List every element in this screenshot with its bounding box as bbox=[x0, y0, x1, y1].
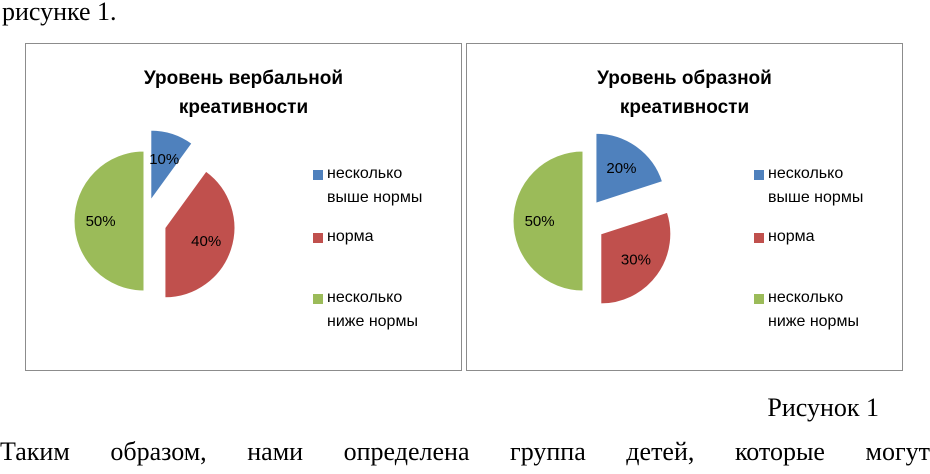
pie-data-label: 20% bbox=[606, 160, 636, 177]
legend-swatch-green bbox=[754, 294, 764, 304]
legend-label: норма bbox=[768, 225, 815, 249]
legend-label-line: норма bbox=[768, 228, 815, 245]
chart-title-line-1: Уровень вербальной bbox=[143, 68, 344, 89]
pie-slice bbox=[600, 211, 672, 305]
pie-data-label: 30% bbox=[621, 251, 651, 268]
preceding-text: рисунке 1. bbox=[2, 0, 117, 26]
legend-label-line: несколько bbox=[327, 165, 403, 182]
legend-swatch-blue bbox=[313, 170, 323, 180]
pie-slice bbox=[150, 129, 193, 202]
legend-label-line: выше нормы bbox=[768, 189, 864, 206]
legend-label: несколько выше нормы bbox=[327, 162, 422, 210]
pie-data-label: 10% bbox=[149, 151, 179, 168]
legend-swatch-green bbox=[313, 294, 323, 304]
legend-label-line: ниже нормы bbox=[768, 313, 859, 330]
figure-caption: Рисунок 1 bbox=[767, 393, 879, 422]
legend-swatch-red bbox=[313, 233, 323, 243]
legend-label-line: несколько bbox=[768, 165, 844, 182]
pie-slice bbox=[512, 150, 584, 292]
pie-slice bbox=[595, 132, 664, 204]
pie-data-label: 50% bbox=[525, 213, 555, 230]
pie-chart-verbal: 10% 40% 50% bbox=[73, 129, 236, 299]
following-text: Таким образом, нами определена группа де… bbox=[0, 437, 930, 466]
legend-label: норма bbox=[327, 225, 374, 249]
legend-label-line: ниже нормы bbox=[327, 313, 418, 330]
chart-title: Уровень вербальной креативности bbox=[26, 64, 461, 122]
legend-label-line: несколько bbox=[768, 289, 844, 306]
chart-verbal-creativity: 10% 40% 50% Уровень вербальной креативност… bbox=[25, 43, 462, 371]
legend-label-line: несколько bbox=[327, 289, 403, 306]
chart-figurative-creativity: 20% 30% 50% Уровень образной креативности … bbox=[466, 43, 903, 371]
pie-data-label: 50% bbox=[86, 213, 116, 230]
legend-label-line: норма bbox=[327, 228, 374, 245]
chart-title-line-2: креативности bbox=[178, 97, 309, 118]
legend-label: несколько ниже нормы bbox=[327, 286, 418, 334]
chart-title: Уровень образной креативности bbox=[467, 64, 902, 122]
legend-swatch-blue bbox=[754, 170, 764, 180]
pie-slice bbox=[164, 170, 236, 299]
legend-label: несколько ниже нормы bbox=[768, 286, 859, 334]
pie-data-label: 40% bbox=[191, 233, 221, 250]
legend-label-line: выше нормы bbox=[327, 189, 423, 206]
pie-chart-figurative: 20% 30% 50% bbox=[512, 132, 672, 305]
legend-label: несколько выше нормы bbox=[768, 162, 863, 210]
chart-title-line-2: креативности bbox=[619, 97, 750, 118]
legend-swatch-red bbox=[754, 233, 764, 243]
chart-title-line-1: Уровень образной bbox=[597, 68, 772, 89]
pie-slice bbox=[73, 150, 145, 292]
